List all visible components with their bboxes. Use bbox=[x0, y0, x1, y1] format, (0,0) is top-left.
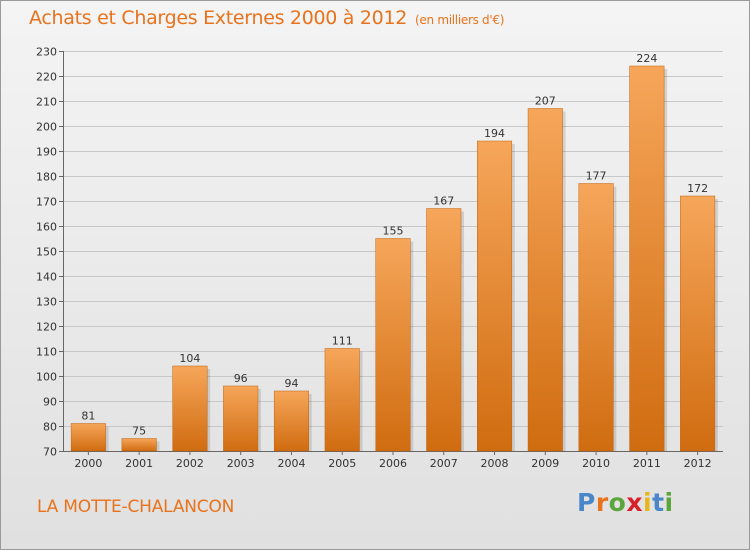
x-tick-label: 2006 bbox=[379, 457, 407, 470]
x-tick-label: 2001 bbox=[125, 457, 153, 470]
value-label: 111 bbox=[332, 335, 353, 348]
x-tick-label: 2000 bbox=[74, 457, 102, 470]
value-label: 94 bbox=[284, 377, 298, 390]
y-tick-label: 120 bbox=[36, 321, 57, 334]
logo-letter: r bbox=[595, 488, 609, 517]
logo-letter: i bbox=[664, 488, 674, 517]
chart-title: Achats et Charges Externes 2000 à 2012 (e… bbox=[29, 7, 504, 29]
logo-letter: P bbox=[577, 488, 596, 517]
logo-letter: x bbox=[626, 488, 643, 517]
bar bbox=[426, 208, 462, 452]
value-label: 104 bbox=[179, 352, 200, 365]
x-tick-label: 2012 bbox=[684, 457, 712, 470]
value-label: 155 bbox=[383, 225, 404, 238]
y-tick-label: 170 bbox=[36, 196, 57, 209]
y-tick-label: 90 bbox=[43, 396, 57, 409]
y-tick-label: 130 bbox=[36, 296, 57, 309]
value-label: 207 bbox=[535, 95, 556, 108]
y-tick-label: 110 bbox=[36, 346, 57, 359]
y-tick-label: 70 bbox=[43, 446, 57, 459]
bar bbox=[70, 423, 106, 452]
bar bbox=[273, 390, 309, 452]
value-label: 224 bbox=[636, 52, 657, 65]
y-tick-label: 160 bbox=[36, 221, 57, 234]
y-tick-label: 150 bbox=[36, 246, 57, 259]
bar bbox=[578, 183, 614, 452]
bar bbox=[527, 108, 563, 452]
value-label: 81 bbox=[81, 410, 95, 423]
value-labels: 81 75 104 96 94 111 155 167 194 207 177 224 172 bbox=[81, 52, 708, 438]
x-tick-label: 2008 bbox=[481, 457, 509, 470]
y-tick-label: 220 bbox=[36, 71, 57, 84]
bar bbox=[223, 385, 259, 452]
bar bbox=[324, 348, 360, 452]
bar bbox=[629, 65, 665, 452]
logo-letter: i bbox=[643, 488, 653, 517]
y-tick-label: 190 bbox=[36, 146, 57, 159]
bar bbox=[477, 140, 513, 452]
x-tick-label: 2009 bbox=[531, 457, 559, 470]
x-tick-label: 2007 bbox=[430, 457, 458, 470]
y-tick-label: 80 bbox=[43, 421, 57, 434]
value-label: 167 bbox=[433, 195, 454, 208]
value-label: 96 bbox=[234, 372, 248, 385]
proxiti-logo: Proxiti bbox=[577, 488, 674, 517]
bar bbox=[121, 438, 157, 452]
unit-label: (en milliers d'€) bbox=[415, 13, 505, 27]
x-tick-label: 2003 bbox=[227, 457, 255, 470]
x-tick-label: 2005 bbox=[328, 457, 356, 470]
logo-letter: o bbox=[608, 488, 627, 517]
y-tick-label: 180 bbox=[36, 171, 57, 184]
x-tick-label: 2002 bbox=[176, 457, 204, 470]
y-tick-label: 230 bbox=[36, 46, 57, 59]
bar bbox=[172, 365, 208, 452]
value-label: 75 bbox=[132, 425, 146, 438]
value-label: 172 bbox=[687, 182, 708, 195]
title-text: Achats et Charges Externes 2000 à 2012 bbox=[29, 7, 408, 29]
y-tick-label: 100 bbox=[36, 371, 57, 384]
y-tick-label: 210 bbox=[36, 96, 57, 109]
logo-letter: t bbox=[652, 488, 665, 517]
bar bbox=[375, 238, 411, 452]
y-tick-label: 200 bbox=[36, 121, 57, 134]
value-label: 194 bbox=[484, 127, 505, 140]
value-label: 177 bbox=[586, 170, 607, 183]
commune-name: LA MOTTE-CHALANCON bbox=[37, 497, 235, 517]
x-tick-label: 2010 bbox=[582, 457, 610, 470]
axes: 7080901001101201301401501601701801902002… bbox=[36, 46, 723, 470]
bar bbox=[680, 195, 716, 452]
y-tick-label: 140 bbox=[36, 271, 57, 284]
x-tick-label: 2004 bbox=[277, 457, 305, 470]
x-tick-label: 2011 bbox=[633, 457, 661, 470]
bars bbox=[70, 65, 718, 452]
